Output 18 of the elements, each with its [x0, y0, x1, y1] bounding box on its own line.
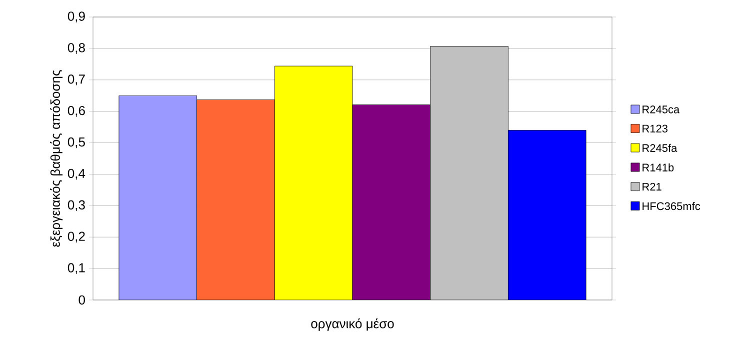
legend-label: HFC365mfc [642, 202, 700, 210]
y-axis-title: εξεργειακός βαθμός απόδοσης [50, 70, 63, 247]
legend-label: R245ca [642, 106, 680, 114]
x-axis-title: οργανικό μέσο [311, 318, 394, 331]
y-tick-label: 0,3 [68, 200, 85, 212]
legend-label: R245fa [642, 144, 678, 152]
legend-label: R141b [642, 163, 674, 172]
y-tick-label: 0,5 [68, 137, 85, 148]
y-tick-label: 0,1 [68, 263, 85, 274]
y-tick-label: 0,4 [68, 168, 86, 180]
legend-label: R123 [642, 124, 668, 132]
y-tick-label: 0,8 [68, 43, 85, 54]
y-tick-label: 0 [78, 295, 85, 305]
y-tick-label: 0,9 [68, 12, 85, 22]
y-tick-label: 0,6 [68, 106, 85, 117]
y-tick-label: 0,2 [68, 232, 85, 242]
legend-label: R21 [642, 182, 662, 190]
y-tick-label: 0,7 [68, 74, 85, 86]
